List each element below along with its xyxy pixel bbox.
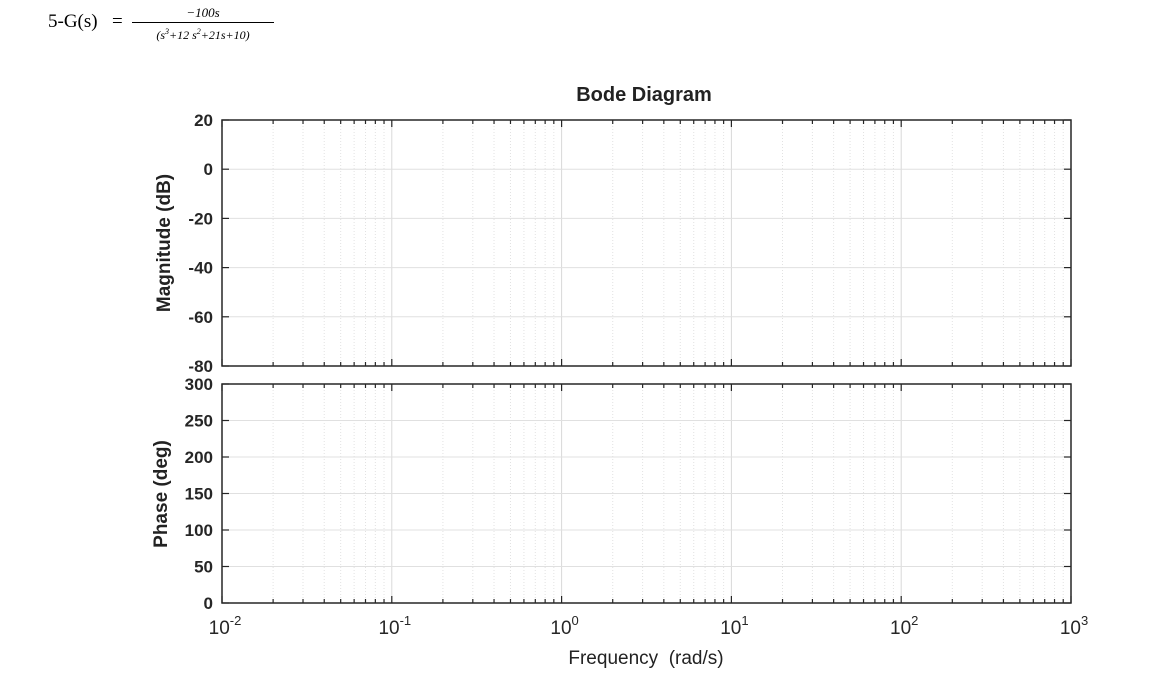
- x-tick-labels: 10-2 10-1 100 101 102 103: [209, 613, 1089, 639]
- transfer-function-numerator: −100s: [186, 5, 220, 20]
- x-tick-label: 100: [550, 613, 578, 639]
- x-axis-label: Frequency (rad/s): [568, 648, 723, 669]
- magnitude-y-tick-label: -40: [188, 259, 213, 278]
- x-tick-label: 10-2: [209, 613, 242, 639]
- x-tick-label: 102: [890, 613, 918, 639]
- phase-axes-frame: [221, 383, 1072, 604]
- phase-y-tick-label: 100: [185, 521, 213, 540]
- phase-y-tick-label: 0: [204, 594, 213, 613]
- equals-sign: =: [112, 11, 123, 32]
- x-tick-label: 101: [720, 613, 748, 639]
- phase-panel: 300 250 200 150 100 50 0: [185, 375, 1072, 613]
- phase-y-tick-label: 300: [185, 375, 213, 394]
- phase-y-tick-label: 50: [194, 558, 213, 577]
- magnitude-axes-frame: [221, 119, 1072, 367]
- magnitude-y-tick-label: -20: [188, 209, 213, 228]
- chart-title: Bode Diagram: [576, 84, 712, 106]
- phase-y-axis-label: Phase (deg): [151, 440, 172, 548]
- magnitude-y-tick-label: 20: [194, 111, 213, 130]
- x-tick-label: 103: [1060, 613, 1088, 639]
- phase-y-tick-label: 250: [185, 412, 213, 431]
- magnitude-y-axis-label: Magnitude (dB): [154, 174, 175, 312]
- problem-label: 5-G(s): [48, 11, 98, 32]
- x-tick-label: 10-1: [378, 613, 411, 639]
- phase-y-tick-label: 150: [185, 485, 213, 504]
- magnitude-y-tick-label: -80: [188, 357, 213, 376]
- fraction-bar: [132, 22, 274, 23]
- magnitude-plot-area: [222, 120, 1071, 366]
- transfer-function-fraction: −100s (s3+12 s2+21s+10): [132, 6, 274, 42]
- magnitude-y-tick-label: -60: [188, 308, 213, 327]
- phase-y-tick-label: 200: [185, 448, 213, 467]
- transfer-function-denominator: (s3+12 s2+21s+10): [156, 27, 250, 42]
- magnitude-panel: 20 0 -20 -40 -60 -80: [188, 111, 1072, 376]
- magnitude-y-tick-label: 0: [204, 160, 213, 179]
